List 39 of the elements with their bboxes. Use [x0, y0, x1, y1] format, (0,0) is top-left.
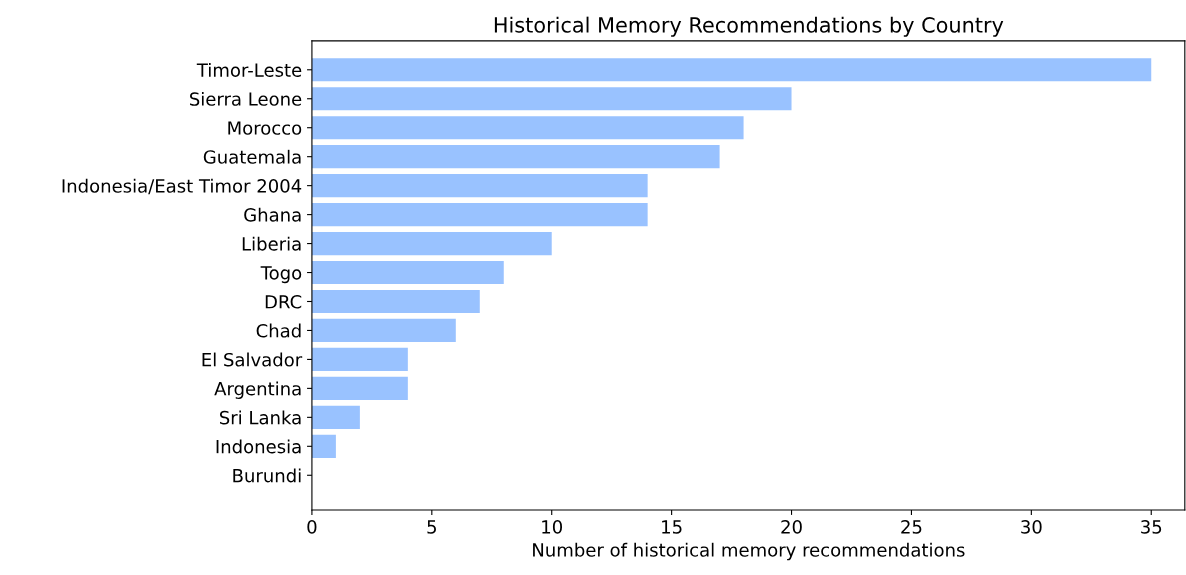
bar: [311, 87, 792, 111]
x-axis-title: Number of historical memory recommendations: [533, 542, 965, 561]
x-tick-label: 20: [781, 520, 802, 534]
y-tick-label: Guatemala: [203, 149, 301, 164]
y-tick-label: Morocco: [228, 121, 302, 135]
x-tick-label: 0: [307, 520, 317, 534]
y-tick-label: Chad: [256, 323, 301, 338]
x-tick-label: 15: [662, 520, 682, 534]
bar: [311, 174, 648, 198]
bar: [311, 116, 744, 140]
x-tick-label: 5: [427, 520, 436, 534]
y-tick-label: Indonesia: [216, 439, 301, 454]
x-tick-label: 35: [1141, 520, 1162, 534]
bar: [311, 289, 480, 314]
y-tick-label: Argentina: [214, 381, 301, 399]
bar: [311, 405, 360, 429]
y-tick-label: Togo: [260, 266, 302, 284]
bar: [311, 347, 408, 371]
y-tick-label: DRC: [265, 294, 302, 309]
bar: [311, 376, 408, 400]
x-tick-label: 30: [1021, 520, 1042, 534]
bar: [311, 260, 504, 285]
bar: [311, 434, 336, 458]
x-tick-label: 10: [542, 520, 563, 534]
y-tick-label: El Salvador: [202, 352, 303, 367]
bar: [311, 58, 1152, 82]
chart-title: Historical Memory Recommendations by Country: [494, 16, 1004, 37]
bar: [311, 145, 720, 169]
y-tick-label: Indonesia/East Timor 2004: [62, 178, 302, 195]
y-tick-label: Sri Lanka: [219, 410, 301, 425]
y-tick-label: Sierra Leone: [190, 91, 302, 106]
bar: [311, 231, 552, 256]
y-tick-label: Burundi: [233, 468, 301, 483]
y-tick-label: Timor-Leste: [196, 62, 302, 77]
bar: [311, 318, 456, 343]
y-tick-label: Ghana: [244, 207, 301, 222]
x-tick-label: 25: [901, 520, 922, 534]
y-tick-label: Liberia: [242, 236, 301, 251]
bar: [311, 203, 648, 227]
